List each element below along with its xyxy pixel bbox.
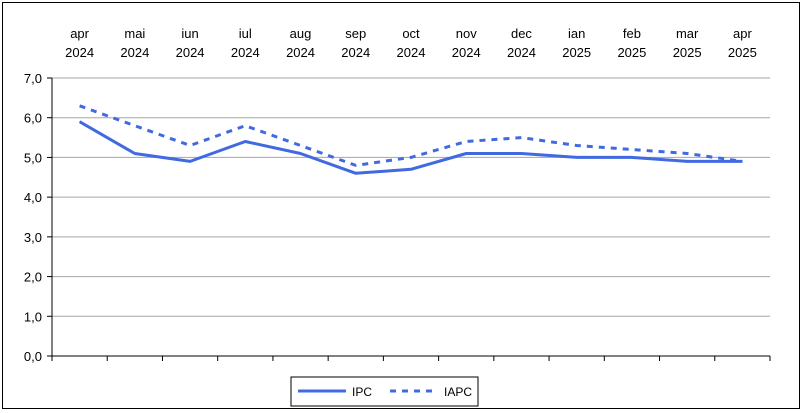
x-tick-label-year: 2024 bbox=[397, 45, 426, 60]
x-tick-label-month: mai bbox=[124, 26, 145, 41]
x-tick-label-year: 2025 bbox=[673, 45, 702, 60]
x-tick-label-year: 2024 bbox=[452, 45, 481, 60]
x-tick-labels: apr 2024 mai 2024 iun 2024 iul 2024 aug 2024 sep 20… bbox=[65, 26, 757, 60]
x-tick-label-month: sep bbox=[345, 26, 366, 41]
series-line-ipc bbox=[78, 120, 743, 175]
x-tick-label-year: 2025 bbox=[562, 45, 591, 60]
chart-frame bbox=[2, 2, 800, 409]
x-tick-label-year: 2024 bbox=[120, 45, 149, 60]
y-tick-label: 7,0 bbox=[24, 71, 42, 86]
x-tick-label-month: dec bbox=[511, 26, 532, 41]
series-line-iapc bbox=[79, 104, 743, 167]
y-tick-label: 0,0 bbox=[24, 349, 42, 364]
x-tick-label-month: mar bbox=[676, 26, 699, 41]
x-tick-label-year: 2025 bbox=[617, 45, 646, 60]
x-tick-label-month: oct bbox=[402, 26, 420, 41]
x-tick-label-month: apr bbox=[70, 26, 89, 41]
x-tick-label-month: iun bbox=[181, 26, 198, 41]
axes bbox=[47, 77, 771, 361]
y-tick-label: 3,0 bbox=[24, 230, 42, 245]
legend-ipc-label: IPC bbox=[352, 385, 372, 399]
y-tick-label: 4,0 bbox=[24, 190, 42, 205]
x-tick-label-month: feb bbox=[623, 26, 641, 41]
legend-iapc-label: IAPC bbox=[444, 385, 472, 399]
legend: IPC IAPC bbox=[290, 376, 479, 407]
gridlines bbox=[52, 77, 770, 317]
y-tick-label: 6,0 bbox=[24, 111, 42, 126]
x-tick-label-year: 2024 bbox=[507, 45, 536, 60]
y-tick-label: 2,0 bbox=[24, 270, 42, 285]
x-tick-label-year: 2025 bbox=[728, 45, 757, 60]
x-tick-label-year: 2024 bbox=[65, 45, 94, 60]
series-lines bbox=[78, 104, 743, 175]
x-tick-label-year: 2024 bbox=[176, 45, 205, 60]
y-tick-labels: 0,0 1,0 2,0 3,0 4,0 5,0 6,0 7,0 bbox=[24, 71, 42, 364]
x-tick-label-month: apr bbox=[733, 26, 752, 41]
x-tick-label-month: aug bbox=[290, 26, 312, 41]
x-tick-label-month: ian bbox=[568, 26, 585, 41]
x-tick-label-month: iul bbox=[239, 26, 252, 41]
y-tick-label: 5,0 bbox=[24, 150, 42, 165]
x-tick-label-month: nov bbox=[456, 26, 477, 41]
x-tick-label-year: 2024 bbox=[341, 45, 370, 60]
x-tick-label-year: 2024 bbox=[286, 45, 315, 60]
x-tick-label-year: 2024 bbox=[231, 45, 260, 60]
y-tick-label: 1,0 bbox=[24, 309, 42, 324]
